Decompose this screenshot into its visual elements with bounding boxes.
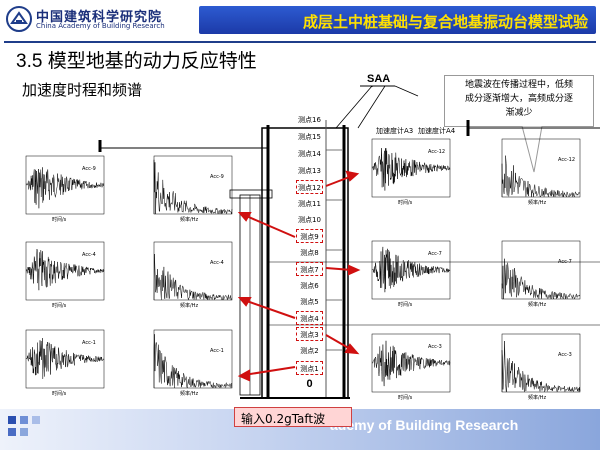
axes-frame bbox=[501, 240, 581, 300]
footer-square bbox=[8, 428, 16, 436]
note-line-2: 成分逐渐增大，高频成分逐 bbox=[464, 94, 573, 104]
sensor-12: 测点12 bbox=[296, 180, 323, 194]
footer-square bbox=[32, 416, 40, 424]
section-title: 3.5 模型地基的动力反应特性 bbox=[16, 51, 257, 72]
sensor-14: 测点14 bbox=[298, 150, 321, 158]
x-axis-label: 时间/s bbox=[398, 302, 413, 308]
input-wave-label: 输入0.2gTaft波 bbox=[241, 412, 326, 426]
series-label: Acc-12 bbox=[428, 149, 445, 155]
series-label: Acc-7 bbox=[428, 251, 442, 257]
spectrum-trace bbox=[501, 155, 581, 198]
time-history-trace bbox=[25, 167, 105, 209]
series-label: Acc-3 bbox=[428, 344, 442, 350]
academy-logo-icon bbox=[6, 6, 32, 32]
sensor-5: 测点5 bbox=[300, 298, 319, 306]
time-history-trace bbox=[372, 340, 451, 387]
plot-acc9-time: Acc-9 时间/s bbox=[14, 152, 109, 224]
sensor-7: 测点7 bbox=[296, 262, 323, 276]
series-label: Acc-4 bbox=[210, 260, 224, 266]
footer-square bbox=[8, 416, 16, 424]
sensor-9: 测点9 bbox=[296, 229, 323, 243]
footer-square bbox=[20, 416, 28, 424]
plot-acc12-time: Acc-12 时间/s bbox=[360, 135, 455, 207]
x-axis-label: 时间/s bbox=[52, 217, 67, 223]
time-history-trace bbox=[371, 148, 451, 191]
note-pointer-icon bbox=[521, 126, 543, 173]
series-label: Acc-7 bbox=[558, 259, 572, 265]
tank-label-a4: 加速度计A4 bbox=[418, 127, 456, 135]
plot-acc7-freq: Acc-7 频率/Hz bbox=[490, 237, 585, 309]
time-history-trace bbox=[25, 338, 105, 379]
plot-acc3-time: Acc-3 时间/s bbox=[360, 330, 455, 402]
spectrum-trace bbox=[501, 340, 581, 393]
sensor-zero: 0 bbox=[306, 378, 313, 390]
axes-frame bbox=[371, 240, 451, 300]
series-label: Acc-1 bbox=[210, 348, 224, 354]
x-axis-label: 频率/Hz bbox=[528, 395, 547, 401]
header-divider bbox=[4, 41, 596, 43]
plot-acc4-time: Acc-4 时间/s bbox=[14, 238, 109, 310]
x-axis-label: 时间/s bbox=[398, 200, 413, 206]
spectrum-trace bbox=[153, 159, 233, 215]
plot-acc12-freq: Acc-12 频率/Hz bbox=[490, 135, 585, 207]
plot-acc1-time: Acc-1 时间/s bbox=[14, 326, 109, 398]
sensor-6: 测点6 bbox=[300, 282, 319, 290]
x-axis-label: 频率/Hz bbox=[180, 391, 199, 397]
spectrum-trace bbox=[501, 258, 581, 300]
x-axis-label: 频率/Hz bbox=[180, 303, 199, 309]
series-label: Acc-9 bbox=[210, 174, 224, 180]
series-label: Acc-3 bbox=[558, 352, 572, 358]
x-axis-label: 时间/s bbox=[52, 303, 67, 309]
sensor-10: 测点10 bbox=[298, 216, 321, 224]
series-label: Acc-1 bbox=[82, 340, 96, 346]
x-axis-label: 频率/Hz bbox=[528, 302, 547, 308]
saa-label: SAA bbox=[367, 73, 391, 85]
plot-acc4-freq: Acc-4 频率/Hz bbox=[142, 238, 237, 310]
series-label: Acc-9 bbox=[82, 166, 96, 172]
slide-title: 成层土中桩基础与复合地基振动台模型试验 bbox=[302, 13, 588, 31]
subtitle: 加速度时程和频谱 bbox=[22, 81, 143, 99]
note-line-1: 地震波在传播过程中，低频 bbox=[464, 80, 573, 90]
sensor-3: 测点3 bbox=[296, 327, 323, 341]
sensor-15: 测点15 bbox=[298, 133, 321, 141]
time-history-trace bbox=[371, 246, 451, 293]
org-name-cn: 中国建筑科学研究院 bbox=[36, 10, 163, 25]
x-axis-label: 频率/Hz bbox=[528, 200, 547, 206]
plot-acc1-freq: Acc-1 频率/Hz bbox=[142, 326, 237, 398]
spectrum-trace bbox=[153, 253, 233, 301]
plot-acc7-time: Acc-7 时间/s bbox=[360, 237, 455, 309]
series-label: Acc-12 bbox=[558, 157, 575, 163]
footer-square bbox=[20, 428, 28, 436]
spectrum-trace bbox=[153, 334, 233, 389]
sensor-1: 测点1 bbox=[296, 361, 323, 375]
sensor-2: 测点2 bbox=[300, 347, 319, 355]
title-banner: 成层土中桩基础与复合地基振动台模型试验 bbox=[199, 6, 596, 34]
plot-acc3-freq: Acc-3 频率/Hz bbox=[490, 330, 585, 402]
sensor-13: 测点13 bbox=[298, 167, 321, 175]
x-axis-label: 时间/s bbox=[398, 395, 413, 401]
time-history-trace bbox=[25, 248, 105, 291]
note-line-3: 渐减少 bbox=[505, 108, 533, 118]
sensor-11: 测点11 bbox=[298, 200, 321, 208]
sensor-16: 测点16 bbox=[298, 116, 321, 124]
sensor-4: 测点4 bbox=[296, 311, 323, 325]
x-axis-label: 频率/Hz bbox=[180, 217, 199, 223]
footer-text: ademy of Building Research bbox=[330, 417, 519, 433]
tank-label-a3: 加速度计A3 bbox=[376, 127, 414, 135]
note-box: 地震波在传播过程中，低频 成分逐渐增大，高频成分逐 渐减少 bbox=[444, 75, 594, 127]
input-wave-box: 输入0.2gTaft波 bbox=[234, 407, 352, 427]
org-name-en: China Academy of Building Research bbox=[36, 22, 165, 30]
plot-acc9-freq: Acc-9 频率/Hz bbox=[142, 152, 237, 224]
sensor-8: 测点8 bbox=[300, 249, 319, 257]
axes-frame bbox=[153, 241, 233, 301]
x-axis-label: 时间/s bbox=[52, 391, 67, 397]
series-label: Acc-4 bbox=[82, 252, 96, 258]
